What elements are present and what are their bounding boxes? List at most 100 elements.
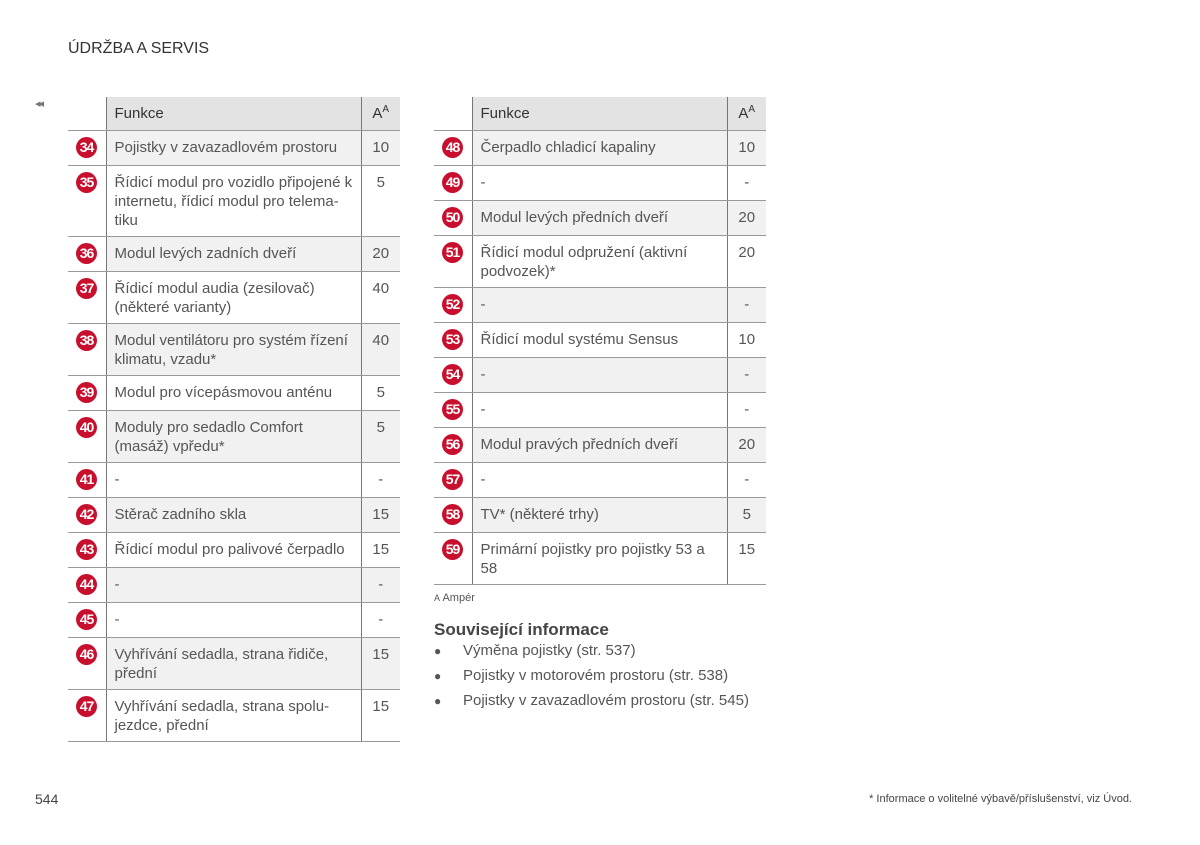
fuse-function: - [105,567,362,603]
fuse-number-badge: 48 [442,136,463,158]
section-title: ÚDRŽBA A SERVIS [68,40,210,57]
fuse-row: 43 Řídicí modul pro palivové čerpadlo 15 [68,532,400,568]
fuse-function: TV* (některé trhy) [471,497,728,533]
fuse-function: - [471,165,728,201]
amp-header: AA [361,97,400,131]
fuse-amperage: 10 [727,322,766,358]
fuse-amperage: 15 [361,497,400,533]
fuse-row: 47 Vyhřívání sedadla, strana spolu-jezdc… [68,689,400,742]
fuse-row: 58 TV* (některé trhy) 5 [434,497,766,533]
fuse-amperage: 10 [361,130,400,166]
fuse-function: - [105,602,362,638]
fuse-function: Stěrač zadního skla [105,497,362,533]
fuse-function: Modul levých zadních dveří [105,236,362,272]
fuse-number-badge: 41 [76,468,97,490]
fuse-row: 41 - - [68,462,400,498]
function-header: Funkce [471,97,728,131]
fuse-number-cell: 36 [68,236,106,272]
related-link[interactable]: ● Výměna pojistky (str. 537) [434,640,749,665]
fuse-function: Řídicí modul audia (zesilovač) (některé … [105,271,362,324]
fuse-amperage: 15 [361,637,400,690]
fuse-number-badge: 56 [442,433,463,455]
fuse-number-cell: 55 [434,392,472,428]
fuse-amperage: 20 [727,200,766,236]
fuse-number-cell: 41 [68,462,106,498]
fuse-row: 56 Modul pravých předních dveří 20 [434,427,766,463]
fuse-function: - [471,357,728,393]
fuse-row: 44 - - [68,567,400,603]
fuse-row: 37 Řídicí modul audia (zesilovač) (někte… [68,271,400,324]
fuse-number-cell: 53 [434,322,472,358]
fuse-number-badge: 44 [76,573,97,595]
fuse-row: 52 - - [434,287,766,323]
fuse-row: 39 Modul pro vícepásmovou anténu 5 [68,375,400,411]
fuse-number-badge: 55 [442,398,463,420]
fuse-function: - [471,392,728,428]
fuse-row: 46 Vyhřívání sedadla, strana řidiče, pře… [68,637,400,690]
fuse-amperage: 20 [361,236,400,272]
fuse-row: 34 Pojistky v zavazadlovém prostoru 10 [68,130,400,166]
fuse-amperage: - [727,392,766,428]
fuse-number-cell: 43 [68,532,106,568]
fuse-table-right: Funkce AA 48 Čerpadlo chladicí kapaliny … [434,97,766,585]
related-link[interactable]: ● Pojistky v zavazadlovém prostoru (str. … [434,690,749,715]
fuse-number-badge: 53 [442,328,463,350]
fuse-number-badge: 42 [76,503,97,525]
fuse-function: Řídicí modul systému Sensus [471,322,728,358]
fuse-row: 36 Modul levých zadních dveří 20 [68,236,400,272]
fuse-table-left: Funkce AA 34 Pojistky v zavazadlovém pro… [68,97,400,742]
footnote: A Ampér [434,592,475,604]
amp-header: AA [727,97,766,131]
fuse-function: Vyhřívání sedadla, strana spolu-jezdce, … [105,689,362,742]
fuse-amperage: 20 [727,427,766,463]
fuse-row: 42 Stěrač zadního skla 15 [68,497,400,533]
fuse-amperage: - [727,357,766,393]
fuse-amperage: - [727,165,766,201]
fuse-number-cell: 37 [68,271,106,324]
fuse-row: 38 Modul ventilátoru pro systém řízení k… [68,323,400,376]
related-list: ● Výměna pojistky (str. 537) ● Pojistky v … [434,640,749,715]
fuse-number-badge: 38 [76,329,97,351]
fuse-number-cell: 47 [68,689,106,742]
fuse-number-cell: 51 [434,235,472,288]
function-header: Funkce [105,97,362,131]
fuse-number-cell: 39 [68,375,106,411]
related-link[interactable]: ● Pojistky v motorovém prostoru (str. 538… [434,665,749,690]
fuse-number-badge: 52 [442,293,463,315]
number-header [434,97,472,131]
fuse-function: - [105,462,362,498]
fuse-number-cell: 49 [434,165,472,201]
fuse-number-cell: 35 [68,165,106,237]
fuse-number-badge: 59 [442,538,463,560]
fuse-number-cell: 59 [434,532,472,585]
fuse-row: 59 Primární pojistky pro pojistky 53 a 5… [434,532,766,585]
fuse-row: 49 - - [434,165,766,201]
related-title: Související informace [434,620,609,639]
fuse-number-badge: 50 [442,206,463,228]
fuse-function: Moduly pro sedadlo Comfort (masáž) vpřed… [105,410,362,463]
fuse-number-badge: 39 [76,381,97,403]
fuse-row: 54 - - [434,357,766,393]
fuse-row: 35 Řídicí modul pro vozidlo připojené k … [68,165,400,237]
fuse-amperage: - [727,287,766,323]
fuse-function: Modul pro vícepásmovou anténu [105,375,362,411]
fuse-number-badge: 57 [442,468,463,490]
fuse-number-badge: 36 [76,242,97,264]
fuse-amperage: 15 [361,689,400,742]
fuse-row: 51 Řídicí modul odpružení (aktivní podvo… [434,235,766,288]
fuse-function: Pojistky v zavazadlovém prostoru [105,130,362,166]
back-arrows-icon[interactable]: ◂◂ [35,98,44,110]
fuse-function: Řídicí modul pro vozidlo připojené k int… [105,165,362,237]
fuse-number-badge: 40 [76,416,97,438]
fuse-amperage: - [727,462,766,498]
fuse-function: Řídicí modul pro palivové čerpadlo [105,532,362,568]
fuse-amperage: - [361,602,400,638]
fuse-number-badge: 58 [442,503,463,525]
fuse-row: 57 - - [434,462,766,498]
fuse-amperage: 40 [361,271,400,324]
fuse-number-cell: 40 [68,410,106,463]
fuse-number-cell: 42 [68,497,106,533]
fuse-number-cell: 58 [434,497,472,533]
fuse-number-badge: 54 [442,363,463,385]
fuse-function: Modul ventilátoru pro systém řízení klim… [105,323,362,376]
